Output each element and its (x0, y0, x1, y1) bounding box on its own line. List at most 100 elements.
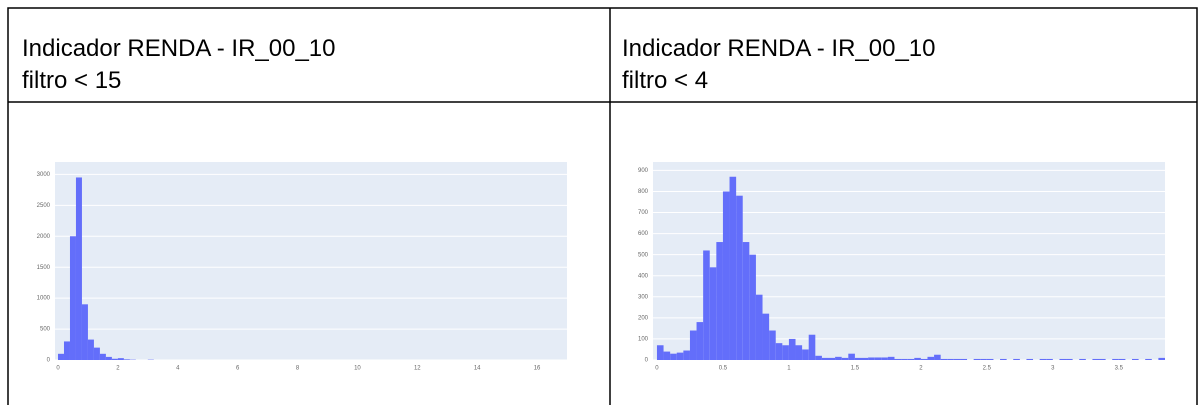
histogram-bar (1059, 358, 1067, 360)
header-filter: filtro < 4 (622, 67, 708, 94)
histogram-bar (947, 358, 954, 360)
header-title: Indicador RENDA - IR_00_10 (22, 35, 336, 62)
y-tick-label: 800 (638, 189, 649, 195)
histogram-bar (927, 356, 935, 360)
x-tick-label: 2 (919, 366, 923, 372)
histogram-bar (907, 358, 915, 360)
histogram-bar (703, 250, 710, 360)
x-tick-label: 0.5 (719, 366, 728, 372)
x-tick-label: 1.5 (851, 366, 860, 372)
x-tick-label: 12 (414, 366, 421, 372)
histogram-bar (87, 339, 94, 360)
histogram-bar (887, 356, 895, 360)
x-tick-label: 1 (787, 366, 791, 372)
y-tick-label: 2000 (37, 234, 51, 240)
histogram-bar (854, 357, 862, 360)
histogram-bar (1132, 358, 1139, 360)
x-tick-label: 8 (296, 366, 300, 372)
y-tick-label: 1500 (37, 265, 51, 271)
x-tick-label: 2.5 (983, 366, 992, 372)
histogram-bar (835, 356, 842, 360)
histogram-bar (1046, 358, 1053, 360)
x-tick-label: 0 (655, 366, 659, 372)
histogram-bar (795, 345, 803, 360)
histogram-bar (802, 349, 809, 360)
histogram-bar (914, 357, 921, 360)
histogram-bar (808, 334, 816, 360)
histogram-bar (1066, 358, 1073, 360)
header-filter: filtro < 15 (22, 67, 121, 94)
histogram-bar (123, 359, 130, 360)
histogram-bar (1112, 358, 1119, 360)
x-tick-label: 16 (534, 366, 541, 372)
histogram-bar (663, 351, 671, 360)
y-tick-label: 400 (638, 273, 649, 279)
histogram-bar (742, 242, 750, 360)
histogram-bar (93, 347, 100, 360)
x-tick-label: 6 (236, 366, 240, 372)
y-tick-label: 500 (40, 327, 51, 333)
x-tick-label: 14 (474, 366, 481, 372)
histogram-bar (81, 304, 88, 360)
histogram-bar (1079, 358, 1086, 360)
y-tick-label: 2500 (37, 203, 51, 209)
histogram-bar (894, 358, 902, 360)
histogram-bar (716, 242, 723, 360)
histogram-bar (821, 357, 829, 360)
plot-area (55, 162, 567, 360)
histogram-bar (105, 356, 112, 360)
histogram-bar (1158, 357, 1165, 360)
histogram-bar (762, 313, 770, 360)
histogram-bar (99, 353, 106, 360)
histogram-bar (980, 358, 987, 360)
histogram-bar (656, 345, 664, 360)
histogram-bar (1099, 358, 1106, 360)
histogram-bar (1039, 358, 1047, 360)
histogram-bar (689, 330, 697, 360)
histogram-bar (670, 353, 677, 360)
histogram-bar (841, 357, 849, 360)
y-tick-label: 100 (638, 337, 649, 343)
histogram-bar (788, 338, 796, 360)
histogram-bar (861, 357, 869, 360)
x-tick-label: 4 (176, 366, 180, 372)
histogram-bar (828, 357, 836, 360)
histogram-bar (683, 350, 690, 360)
histogram-bar (676, 352, 684, 360)
histogram-bar (1026, 358, 1034, 360)
header-title: Indicador RENDA - IR_00_10 (622, 35, 936, 62)
x-tick-label: 0 (56, 366, 60, 372)
histogram-bar (940, 358, 948, 360)
table-border (7, 7, 1198, 405)
histogram-bar (848, 353, 855, 360)
histogram-bar (775, 343, 783, 360)
y-tick-label: 200 (638, 315, 649, 321)
histogram-bar (729, 176, 737, 360)
histogram-bar (75, 177, 82, 360)
histogram-bar (973, 358, 981, 360)
x-tick-label: 3 (1051, 366, 1055, 372)
histogram-bar (69, 236, 76, 360)
histogram-bar (1000, 358, 1007, 360)
histogram-bar (57, 353, 64, 360)
histogram-bar (117, 358, 124, 360)
histogram-bar (874, 357, 882, 360)
y-tick-label: 900 (638, 168, 649, 174)
histogram-bar (696, 322, 704, 360)
histogram-bar (1092, 358, 1100, 360)
histogram-bar (736, 195, 743, 360)
y-tick-label: 700 (638, 210, 649, 216)
y-tick-label: 600 (638, 231, 649, 237)
y-tick-label: 0 (645, 358, 649, 364)
histogram-bar (722, 191, 730, 360)
y-tick-label: 3000 (37, 172, 51, 178)
x-tick-label: 2 (116, 366, 120, 372)
x-tick-label: 3.5 (1115, 366, 1124, 372)
histogram-bar (63, 341, 70, 360)
histogram-bar (901, 358, 908, 360)
histogram-bar (749, 254, 756, 360)
histogram-bar (881, 357, 888, 360)
y-tick-label: 300 (638, 294, 649, 300)
y-tick-label: 0 (47, 358, 51, 364)
